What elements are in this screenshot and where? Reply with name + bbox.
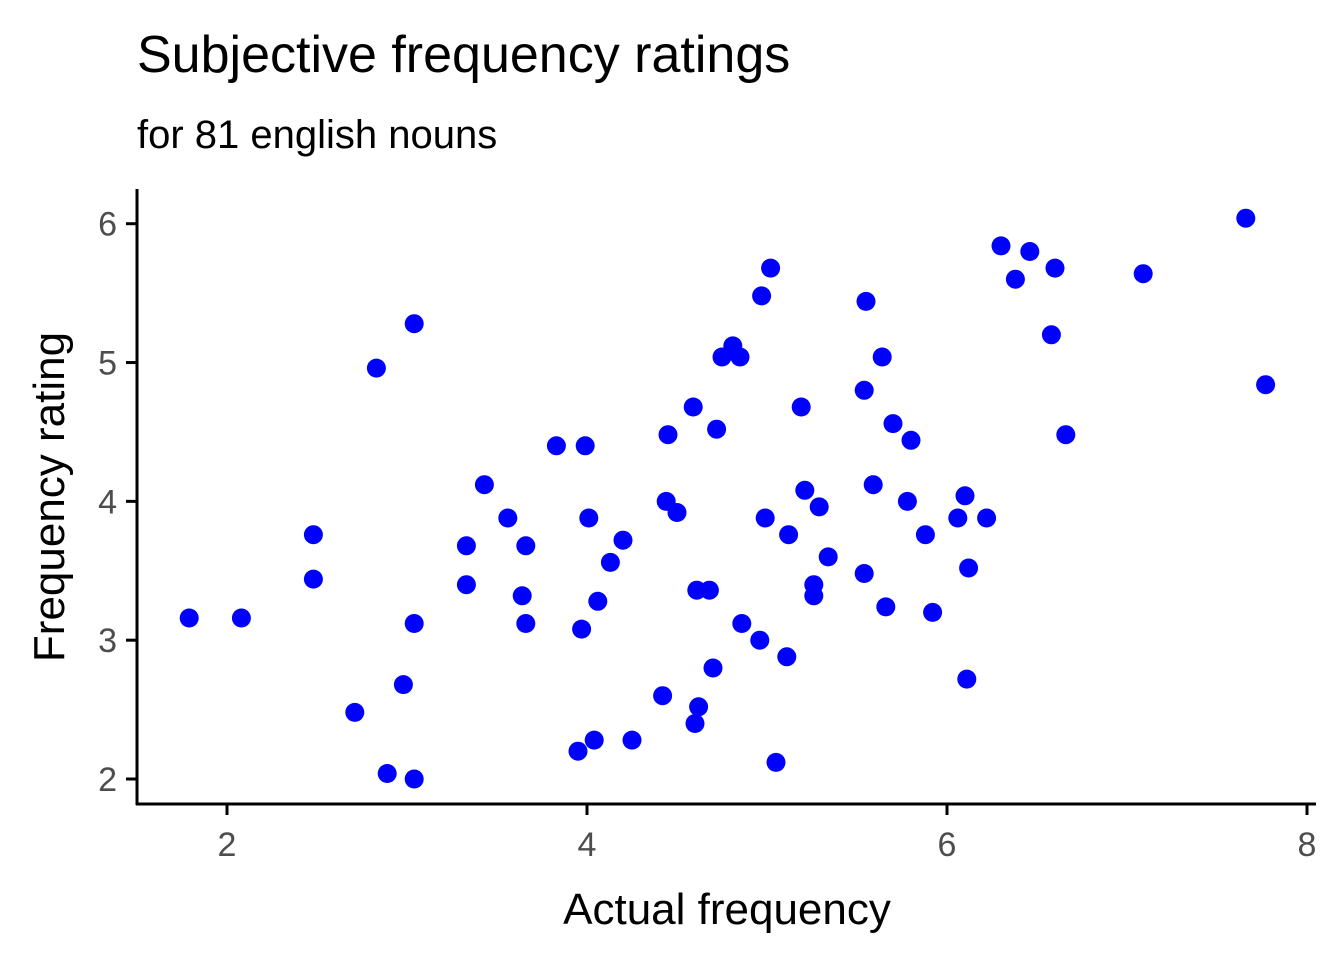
- data-point-7: [377, 764, 397, 783]
- data-point-25: [588, 591, 608, 611]
- data-point-38: [703, 658, 723, 678]
- data-point-77: [1045, 258, 1065, 278]
- data-point-14: [474, 475, 494, 495]
- data-point-45: [752, 286, 772, 306]
- data-point-5: [345, 702, 365, 722]
- x-axis-title: Actual frequency: [563, 885, 891, 934]
- x-ticks: 2 4 6 8: [218, 804, 1317, 864]
- x-tick-label: 6: [938, 826, 957, 864]
- data-point-69: [955, 486, 975, 506]
- data-point-32: [667, 503, 687, 522]
- data-point-73: [991, 236, 1011, 256]
- data-point-57: [854, 380, 874, 400]
- chart-subtitle: for 81 english nouns: [137, 113, 497, 157]
- data-point-10: [404, 614, 424, 633]
- data-point-71: [959, 558, 979, 578]
- data-point-43: [732, 614, 752, 633]
- data-point-81: [1256, 375, 1276, 395]
- data-point-60: [863, 475, 883, 495]
- data-point-79: [1133, 264, 1153, 284]
- y-tick-label: 6: [98, 206, 117, 244]
- data-point-48: [766, 752, 786, 772]
- data-point-8: [393, 675, 413, 695]
- data-point-54: [804, 586, 824, 606]
- data-point-63: [883, 414, 903, 434]
- data-point-29: [653, 686, 673, 706]
- data-point-23: [579, 508, 599, 528]
- y-tick-label: 2: [98, 761, 117, 799]
- data-point-12: [456, 536, 476, 556]
- data-point-15: [498, 508, 518, 528]
- data-point-65: [901, 430, 921, 450]
- data-point-61: [872, 347, 892, 367]
- data-point-34: [685, 714, 705, 733]
- data-point-28: [622, 730, 642, 750]
- data-point-33: [683, 397, 703, 417]
- data-point-3: [303, 525, 323, 545]
- data-point-1: [179, 608, 199, 628]
- data-point-59: [856, 291, 876, 311]
- y-axis-title: Frequency rating: [25, 332, 74, 662]
- data-point-6: [366, 358, 386, 378]
- data-point-39: [707, 419, 727, 439]
- data-point-78: [1056, 425, 1076, 445]
- data-point-37: [699, 580, 719, 600]
- data-point-67: [923, 602, 943, 622]
- data-point-27: [613, 530, 633, 550]
- data-point-22: [575, 436, 595, 456]
- data-point-26: [600, 552, 620, 572]
- data-point-80: [1236, 208, 1256, 228]
- data-point-21: [572, 619, 592, 639]
- data-point-46: [755, 508, 775, 528]
- data-point-68: [948, 508, 968, 528]
- data-point-62: [876, 597, 896, 617]
- data-point-17: [516, 536, 536, 556]
- data-point-51: [791, 397, 811, 417]
- data-point-49: [777, 647, 797, 667]
- data-point-13: [456, 575, 476, 595]
- data-point-20: [568, 741, 588, 761]
- data-point-42: [730, 347, 750, 367]
- data-point-18: [516, 614, 536, 633]
- data-point-64: [897, 491, 917, 511]
- data-point-44: [750, 630, 770, 650]
- data-point-52: [795, 480, 815, 500]
- data-point-74: [1005, 269, 1025, 289]
- data-point-75: [1020, 242, 1040, 261]
- data-point-56: [818, 547, 838, 567]
- x-tick-label: 4: [578, 826, 597, 864]
- points-layer: [179, 208, 1276, 789]
- data-point-55: [809, 497, 829, 517]
- data-point-31: [658, 425, 678, 445]
- y-tick-label: 5: [98, 345, 117, 383]
- y-tick-label: 4: [98, 483, 117, 521]
- data-point-2: [231, 608, 251, 628]
- data-point-9: [404, 314, 424, 334]
- data-point-24: [584, 730, 604, 750]
- data-point-66: [915, 525, 935, 545]
- x-tick-label: 2: [218, 826, 237, 864]
- chart-title: Subjective frequency ratings: [137, 26, 790, 84]
- y-tick-label: 3: [98, 622, 117, 660]
- data-point-50: [779, 525, 799, 545]
- data-point-47: [761, 258, 781, 278]
- x-tick-label: 8: [1298, 826, 1317, 864]
- data-point-70: [957, 669, 977, 689]
- data-point-16: [512, 586, 532, 606]
- data-point-58: [854, 564, 874, 583]
- data-point-72: [977, 508, 997, 528]
- data-point-76: [1041, 325, 1061, 345]
- data-point-4: [303, 569, 323, 589]
- data-point-36: [689, 697, 709, 717]
- data-point-11: [404, 769, 424, 789]
- y-ticks: 2 3 4 5 6: [98, 206, 137, 799]
- data-point-19: [546, 436, 566, 456]
